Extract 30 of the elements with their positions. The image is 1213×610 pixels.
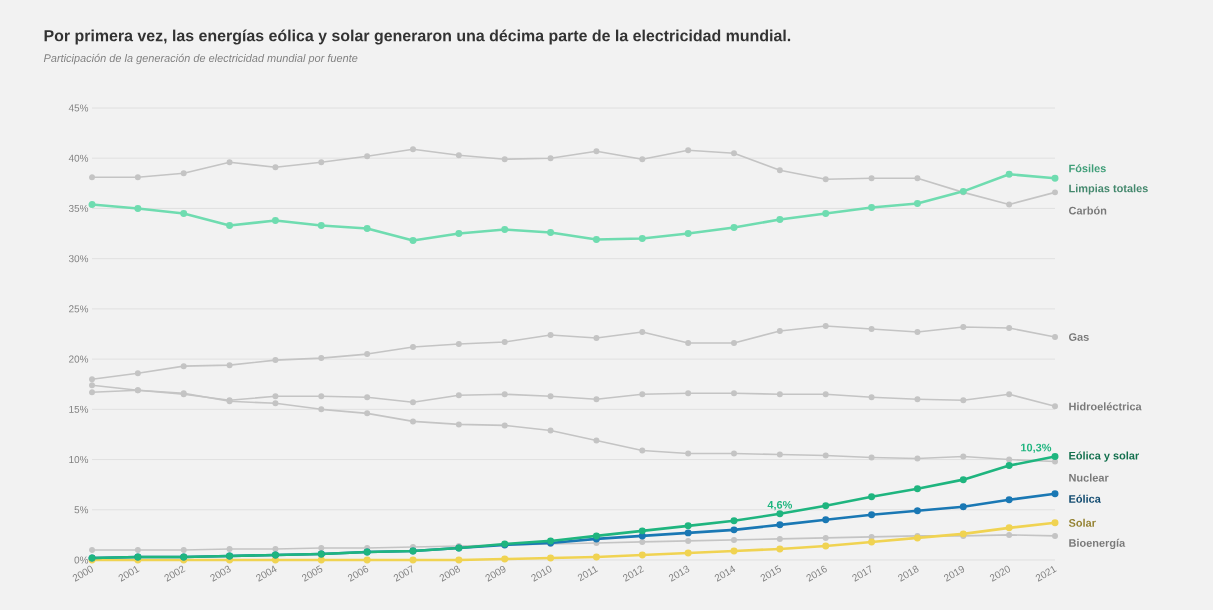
x-tick-label: 2004 (256, 565, 277, 582)
y-tick-label: 20% (69, 355, 89, 363)
x-tick-label: 2009 (485, 565, 506, 582)
series-label: Solar (1068, 518, 1096, 527)
series-label: Limpias totales (1069, 184, 1148, 195)
series-label: Eólica (1069, 494, 1101, 503)
y-tick-label: 10% (69, 456, 89, 464)
series-label: Gas (1068, 333, 1089, 341)
y-tick-label: 5% (74, 506, 89, 514)
x-tick-label: 2011 (577, 565, 599, 582)
y-tick-label: 15% (69, 405, 89, 413)
text: Fósiles (1069, 164, 1106, 173)
x-tick-label: 2001 (118, 565, 140, 582)
series-label: Hidroeléctrica (1069, 402, 1142, 411)
chart-subtitle: Participación de la generación de electricidad mundial por fuente (43, 53, 358, 65)
y-tick-label: 0% (74, 556, 89, 564)
chart-title: Por primera vez, las energías eólica y solar generaron una décima parte de la electricidad mundial. (44, 29, 791, 45)
y-tick-label: 35% (68, 204, 89, 212)
data-label: 4,6% (767, 500, 793, 511)
y-tick-label: 30% (68, 255, 89, 263)
y-tick-label: 40% (68, 154, 89, 162)
y-tick-label: 25% (69, 305, 89, 313)
series-label: Bioenergía (1069, 538, 1126, 550)
series-label: Eólica y solar (1069, 451, 1140, 462)
y-tick-label: 45% (68, 104, 89, 112)
x-tick-label: 2019 (944, 565, 965, 582)
data-label: 10,3% (1021, 443, 1052, 454)
x-tick-label: 2021 (1035, 565, 1057, 582)
series-label: Nuclear (1069, 473, 1109, 482)
series-label: Carbón (1068, 206, 1107, 215)
